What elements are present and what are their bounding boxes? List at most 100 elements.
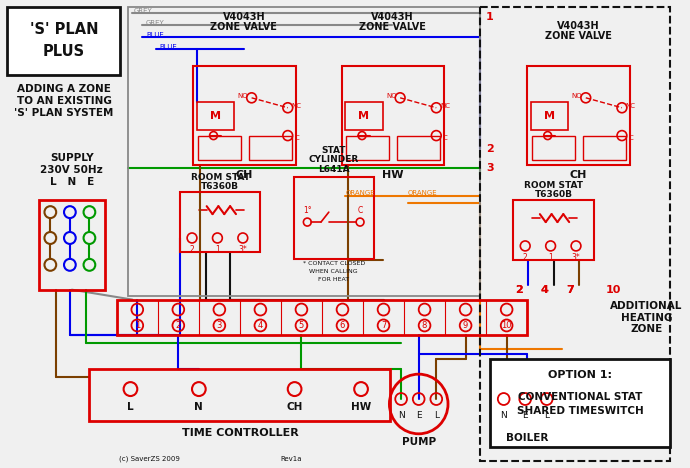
Text: 7: 7 (566, 285, 574, 295)
Bar (193, 66, 295, 165)
Text: V4043H: V4043H (222, 12, 265, 22)
Text: N: N (195, 402, 204, 412)
Bar (342, 66, 444, 165)
Text: STAT: STAT (322, 146, 346, 155)
Text: NC: NC (440, 103, 450, 109)
Text: C: C (443, 135, 447, 140)
Text: NO: NO (237, 93, 248, 99)
Bar (397, 136, 440, 161)
Text: TO AN EXISTING: TO AN EXISTING (17, 96, 112, 106)
Bar (480, 7, 670, 461)
Text: CH: CH (286, 402, 303, 412)
Text: NC: NC (292, 103, 302, 109)
Text: 9: 9 (463, 321, 469, 330)
Text: CONVENTIONAL STAT: CONVENTIONAL STAT (518, 392, 642, 402)
Text: CH: CH (569, 170, 586, 180)
Text: 3: 3 (486, 163, 494, 173)
Bar (346, 136, 389, 161)
Text: L   N   E: L N E (50, 177, 94, 187)
Text: L: L (544, 411, 549, 420)
Text: 5: 5 (299, 321, 304, 330)
Text: 230V 50Hz: 230V 50Hz (41, 165, 104, 176)
Text: 1°: 1° (303, 205, 312, 215)
Bar (180, 192, 260, 252)
Bar (583, 136, 626, 161)
Text: PUMP: PUMP (402, 437, 436, 447)
Text: L: L (127, 402, 134, 412)
Text: L: L (434, 411, 439, 420)
Text: 1: 1 (549, 253, 553, 263)
Bar (346, 102, 382, 130)
Text: 1: 1 (215, 245, 220, 255)
Text: ORANGE: ORANGE (408, 190, 437, 196)
Text: PLUS: PLUS (43, 44, 85, 58)
Bar (117, 300, 527, 336)
Text: 3*: 3* (239, 245, 247, 255)
Bar (39, 200, 105, 290)
Text: ZONE VALVE: ZONE VALVE (210, 22, 277, 32)
Text: FOR HEAT: FOR HEAT (318, 277, 349, 282)
Text: 1: 1 (135, 321, 140, 330)
Text: NO: NO (386, 93, 397, 99)
Text: 3: 3 (217, 321, 222, 330)
Text: SUPPLY: SUPPLY (50, 154, 94, 163)
Text: C: C (629, 135, 633, 140)
Text: BLUE: BLUE (160, 44, 177, 50)
Text: 2: 2 (190, 245, 195, 255)
Text: 10: 10 (502, 321, 512, 330)
Text: 'S' PLAN: 'S' PLAN (30, 22, 98, 37)
Text: NO: NO (572, 93, 582, 99)
Text: SHARED TIMESWITCH: SHARED TIMESWITCH (517, 406, 643, 416)
Text: V4043H: V4043H (557, 21, 600, 31)
Bar (197, 102, 234, 130)
Text: WHEN CALLING: WHEN CALLING (309, 269, 358, 274)
Text: TIME CONTROLLER: TIME CONTROLLER (181, 428, 298, 438)
Text: HW: HW (382, 170, 403, 180)
Text: V4043H: V4043H (371, 12, 413, 22)
Text: 2: 2 (176, 321, 181, 330)
Text: C: C (294, 135, 299, 140)
Text: 8: 8 (422, 321, 427, 330)
Text: 7: 7 (566, 285, 574, 295)
Text: CYLINDER: CYLINDER (308, 155, 359, 164)
Text: 'S' PLAN SYSTEM: 'S' PLAN SYSTEM (14, 108, 114, 118)
Text: M: M (544, 111, 555, 121)
Text: * CONTACT CLOSED: * CONTACT CLOSED (302, 261, 365, 266)
Text: GREY: GREY (133, 8, 152, 15)
Bar (490, 359, 670, 447)
Bar (128, 7, 480, 296)
Text: M: M (210, 111, 221, 121)
Bar (527, 66, 630, 165)
Text: ZONE VALVE: ZONE VALVE (359, 22, 426, 32)
Text: 2: 2 (515, 285, 523, 295)
Text: ROOM STAT: ROOM STAT (524, 181, 583, 190)
Text: 6: 6 (339, 321, 345, 330)
Text: M: M (359, 111, 369, 121)
Text: E: E (522, 411, 528, 420)
Bar (8, 7, 119, 75)
Text: 4: 4 (541, 285, 549, 295)
Text: CH: CH (235, 170, 253, 180)
Text: 7: 7 (381, 321, 386, 330)
Text: N: N (397, 411, 404, 420)
Text: BLUE: BLUE (146, 32, 164, 38)
Text: N: N (500, 411, 507, 420)
Bar (492, 382, 562, 426)
Bar (248, 136, 292, 161)
Bar (531, 102, 568, 130)
Text: 4: 4 (541, 285, 549, 295)
Text: T6360B: T6360B (535, 190, 573, 199)
Text: HW: HW (351, 402, 371, 412)
Bar (532, 136, 575, 161)
Bar (294, 177, 374, 259)
Text: ZONE VALVE: ZONE VALVE (544, 31, 611, 41)
Bar (513, 200, 593, 260)
Text: OPTION 1:: OPTION 1: (548, 370, 612, 380)
Text: NC: NC (626, 103, 635, 109)
Text: 10: 10 (605, 285, 621, 295)
Text: ROOM STAT: ROOM STAT (191, 173, 250, 182)
Text: 1: 1 (486, 12, 494, 22)
Text: ADDING A ZONE: ADDING A ZONE (17, 84, 111, 94)
Text: L641A: L641A (318, 165, 350, 174)
Bar (198, 136, 241, 161)
